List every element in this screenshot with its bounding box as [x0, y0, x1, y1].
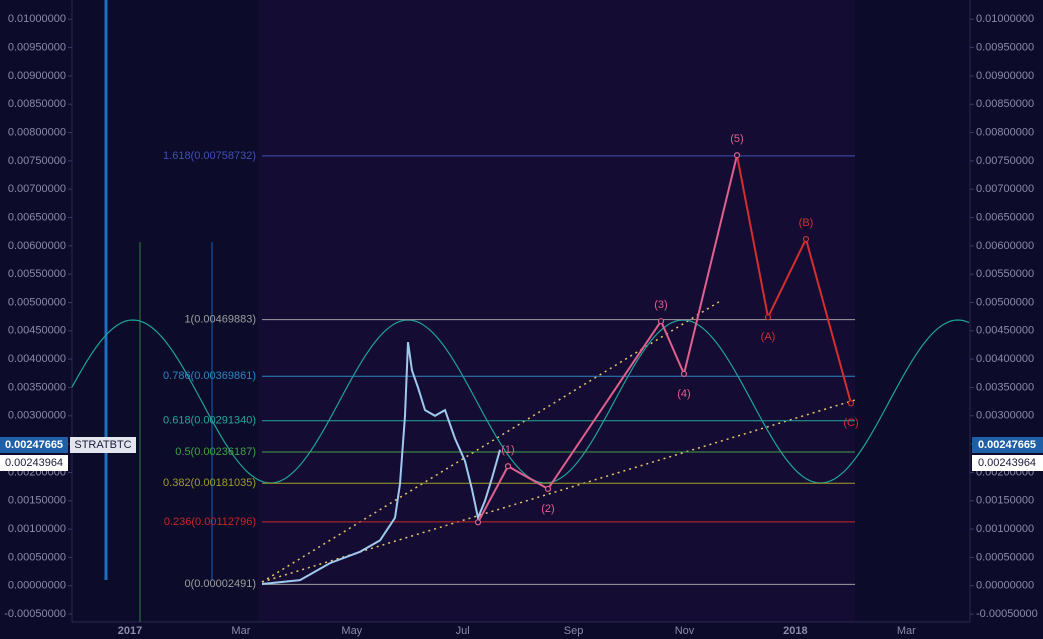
- y-tick-label: 0.00500000: [8, 296, 66, 308]
- fib-label: 0.236(0.00112796): [164, 516, 256, 528]
- wave-point: [544, 485, 552, 492]
- x-tick-label: Jul: [456, 625, 470, 637]
- wave-segment: [660, 320, 685, 375]
- y-tick-label: 0.00700000: [976, 183, 1034, 195]
- y-tick-label: 0.00800000: [976, 126, 1034, 138]
- drawing-zone: [258, 0, 855, 622]
- y-tick-label: -0.00050000: [4, 608, 66, 620]
- wave-label: (A): [761, 331, 776, 343]
- wave-segment: [547, 320, 662, 490]
- wave-label: (5): [730, 133, 743, 145]
- fib-label: 0(0.00002491): [184, 578, 256, 590]
- wave-segment: [477, 465, 509, 523]
- price-line: [261, 342, 501, 585]
- y-tick-label: 0.00400000: [976, 353, 1034, 365]
- y-tick-label: 0.00550000: [976, 268, 1034, 280]
- x-tick-label: 2017: [118, 625, 142, 637]
- y-tick-label: 0.00050000: [976, 551, 1034, 563]
- x-tick-label: Mar: [897, 625, 916, 637]
- y-tick-label: 0.00350000: [8, 381, 66, 393]
- price-tag-label: 0.00247665: [978, 439, 1036, 451]
- wave-segment: [683, 154, 738, 375]
- wave-point: [802, 235, 810, 243]
- y-tick-label: 0.00350000: [976, 381, 1034, 393]
- wave-label: (4): [677, 388, 690, 400]
- y-tick-label: 0.00900000: [976, 70, 1034, 82]
- y-tick-label: 0.00150000: [976, 495, 1034, 507]
- price-tag: [972, 455, 1043, 471]
- price-tag: [0, 437, 68, 453]
- y-tick-label: 0.00750000: [8, 155, 66, 167]
- symbol-label: STRATBTC: [74, 439, 131, 451]
- fib-label: 1(0.00469883): [184, 313, 256, 325]
- y-tick-label: 0.01000000: [8, 13, 66, 25]
- wave-point: [733, 152, 741, 159]
- y-tick-label: 0.00850000: [976, 98, 1034, 110]
- y-tick-label: 0.00900000: [8, 70, 66, 82]
- y-tick-label: 0.00050000: [8, 551, 66, 563]
- y-tick-label: 0.00450000: [976, 325, 1034, 337]
- x-tick-label: Nov: [675, 625, 695, 637]
- price-tag-label: 0.00243964: [5, 457, 63, 469]
- y-tick-label: 0.00950000: [8, 41, 66, 53]
- y-tick-label: 0.00100000: [976, 523, 1034, 535]
- y-tick-label: 0.00450000: [8, 325, 66, 337]
- y-tick-label: 0.00000000: [8, 580, 66, 592]
- symbol-tag: [70, 437, 136, 453]
- y-tick-label: 0.00950000: [976, 41, 1034, 53]
- y-tick-label: 0.00750000: [976, 155, 1034, 167]
- wave-label: (3): [654, 299, 667, 311]
- y-tick-label: 0.00150000: [8, 495, 66, 507]
- wave-point: [680, 370, 688, 377]
- fib-label: 1.618(0.00758732): [163, 150, 256, 162]
- y-tick-label: 0.00300000: [8, 410, 66, 422]
- wave-point: [764, 314, 772, 321]
- x-tick-label: 2018: [783, 625, 807, 637]
- y-tick-label: 0.00100000: [8, 523, 66, 535]
- y-tick-label: 0.00500000: [976, 296, 1034, 308]
- y-tick-label: 0.00400000: [8, 353, 66, 365]
- fib-label: 0.618(0.00291340): [163, 415, 256, 427]
- y-tick-label: 0.00600000: [8, 240, 66, 252]
- wave-segment: [805, 238, 852, 404]
- wave-point: [504, 463, 512, 470]
- y-tick-label: 0.00600000: [976, 240, 1034, 252]
- wave-point: [474, 519, 482, 526]
- y-tick-label: 0.00850000: [8, 98, 66, 110]
- x-tick-label: Mar: [231, 625, 250, 637]
- wave-point: [847, 400, 855, 407]
- y-tick-label: 0.00800000: [8, 126, 66, 138]
- wave-segment: [507, 465, 549, 490]
- y-tick-label: 0.00300000: [976, 410, 1034, 422]
- wave-segment: [736, 155, 769, 318]
- x-tick-label: May: [341, 625, 362, 637]
- chart-layer: 0.01000000 0.01000000 0.00950000 0.00950000…: [0, 13, 1043, 637]
- wave-label: (1): [501, 444, 514, 456]
- wave-label: (B): [799, 217, 814, 229]
- wave-label: (C): [843, 417, 858, 429]
- y-tick-label: 0.00000000: [976, 580, 1034, 592]
- y-tick-label: 0.00550000: [8, 268, 66, 280]
- y-tick-label: 0.00650000: [8, 211, 66, 223]
- y-tick-label: -0.00050000: [976, 608, 1038, 620]
- y-tick-label: 0.00700000: [8, 183, 66, 195]
- wave-point: [657, 318, 665, 325]
- fib-label: 0.5(0.00236187): [175, 446, 256, 458]
- price-tag-label: 0.00243964: [978, 457, 1036, 469]
- fib-label: 0.786(0.00369861): [163, 370, 256, 382]
- wave-segment: [767, 238, 807, 318]
- price-tag: [0, 455, 68, 471]
- x-tick-label: Sep: [564, 625, 584, 637]
- y-tick-label: 0.00650000: [976, 211, 1034, 223]
- fib-label: 0.382(0.00181035): [163, 477, 256, 489]
- price-tag: [972, 437, 1043, 453]
- wave-label: (2): [541, 503, 554, 515]
- price-tag-label: 0.00247665: [5, 439, 63, 451]
- y-tick-label: 0.01000000: [976, 13, 1034, 25]
